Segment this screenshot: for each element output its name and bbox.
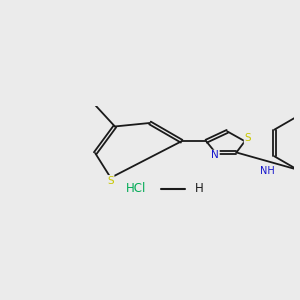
Text: H: H: [195, 182, 203, 196]
Text: NH: NH: [260, 166, 274, 176]
Text: N: N: [212, 150, 219, 160]
Text: S: S: [244, 134, 251, 143]
Text: S: S: [107, 176, 114, 186]
Text: HCl: HCl: [126, 182, 146, 196]
